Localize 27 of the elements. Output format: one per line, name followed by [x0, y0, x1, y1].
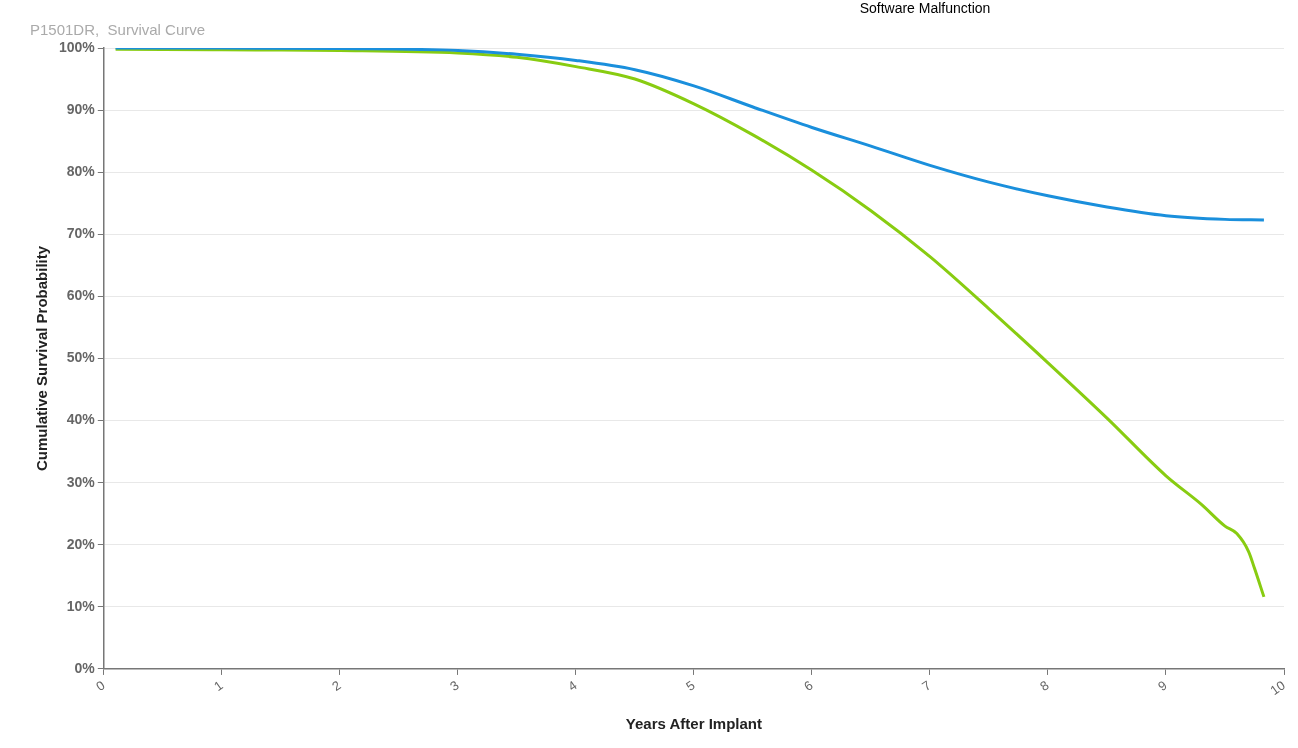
x-tick-label: 7 [919, 677, 934, 694]
y-tick-label: 70% [66, 225, 96, 242]
x-tick-label: 5 [683, 677, 698, 694]
x-tick-label: 6 [801, 677, 816, 694]
y-tick-label: 90% [66, 100, 96, 117]
y-tick-label: 10% [66, 597, 96, 614]
y-axis-title: Cumulative Survival Probability [33, 245, 51, 471]
y-tick-label: 60% [66, 287, 96, 304]
y-tick-label: 30% [66, 473, 96, 490]
x-tick-label: 4 [565, 677, 580, 694]
x-tick-label: 8 [1037, 677, 1052, 694]
chart-title: P1501DR, Survival Curve [30, 21, 206, 39]
x-tick-label: 3 [447, 677, 462, 694]
y-tick-label: 80% [66, 163, 96, 180]
x-axis-title: Years After Implant [625, 715, 762, 733]
x-tick-label: 2 [329, 677, 344, 694]
y-tick-label: 50% [66, 349, 96, 366]
y-tick-label: 0% [74, 659, 96, 676]
y-tick-label: 100% [58, 38, 96, 55]
y-tick-label: 20% [66, 535, 96, 552]
y-tick-label: 40% [66, 411, 96, 428]
x-tick-label: 10 [1267, 677, 1288, 698]
text: Software Malfunction [859, 0, 991, 16]
x-tick-label: 0 [93, 677, 108, 694]
line-series [114, 48, 1266, 222]
x-tick-label: 1 [211, 677, 226, 694]
x-tick-label: 9 [1155, 677, 1170, 694]
